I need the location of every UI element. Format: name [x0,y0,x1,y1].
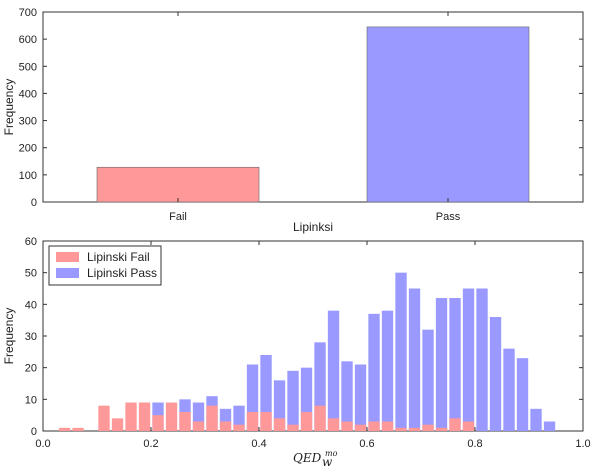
histogram-bar-fail [314,405,326,431]
histogram-bar-fail [192,421,205,431]
histogram-bar-pass [233,405,245,431]
histogram-bar-pass [435,298,448,431]
y-tick-label: 50 [25,268,37,280]
histogram-bar-pass [543,421,556,431]
y-axis-label: Frequency [2,308,16,365]
y-tick-label: 400 [19,88,37,100]
histogram-bar-pass [273,380,286,431]
y-tick-label: 20 [25,363,37,375]
y-tick-label: 500 [19,61,37,73]
histogram-bar-pass [516,358,529,431]
histogram-bar-pass [489,317,502,431]
y-tick-label: 600 [19,34,37,46]
histogram-bar-pass [327,310,340,431]
legend: Lipinski Fail Lipinski Pass [48,245,162,286]
histogram-bar-fail [395,427,407,431]
histogram-bar-pass [476,288,488,431]
histogram-bar-pass [192,402,205,431]
y-tick-label: 200 [19,143,37,155]
histogram-bar-pass [260,355,272,431]
histogram-bar-fail [233,424,245,431]
histogram-bar-fail [98,405,110,431]
histogram-bar-fail [327,418,340,431]
histogram-bar-pass [354,364,367,431]
x-axis-label: Lipinksi [293,220,333,234]
y-tick-label: 40 [25,299,37,311]
y-tick-label: 30 [25,331,37,343]
bar-pass [366,26,530,203]
x-axis-label: QED mo [293,449,338,465]
x-tick-label-pass: Pass [436,211,461,223]
y-tick-label: 0 [31,197,37,209]
x-tick-label: 1.0 [575,438,590,450]
histogram-bar-fail [219,421,232,431]
bar-fail [96,166,260,203]
histogram-bar-fail [206,405,218,431]
histogram-bar-pass [287,370,299,431]
histogram-bar-pass [368,313,380,431]
y-axis-label: Frequency [2,79,16,136]
legend-swatch-lipinski-fail [56,252,79,262]
histogram-bar-fail [449,418,461,431]
y-tick-label: 0 [31,426,37,438]
x-axis-label-sup: mo [325,449,338,458]
x-tick-label: 0.6 [359,438,374,450]
histogram-bar-pass [314,342,326,431]
histogram-bar-pass [381,310,394,431]
histogram-bar-fail [368,421,380,431]
histogram-bar-pass [341,361,353,431]
histogram-bar-fail [422,424,434,431]
x-tick-label: 0.8 [467,438,482,450]
histogram-bar-fail [179,412,191,431]
x-tick-label: 0.4 [251,438,266,450]
x-tick-label: 0.2 [143,438,158,450]
histogram-bar-pass [395,272,407,431]
histogram-bar-fail [354,424,367,431]
histogram-bar-fail [435,427,448,431]
x-axis-label-sub: w [322,455,333,469]
y-tick-label: 100 [19,170,37,182]
histogram-bar-fail [138,402,151,431]
y-tick-label: 10 [25,394,37,406]
y-tick-label: 700 [19,7,37,19]
histogram-bar-fail [72,427,84,431]
histogram-bar-fail [287,424,299,431]
histogram-bar-pass [219,408,232,431]
histogram-bar-fail [58,427,71,431]
histogram-bar-pass [300,367,313,431]
legend-label-lipinski-pass: Lipinski Pass [87,266,157,280]
legend-label-lipinski-fail: Lipinski Fail [87,250,150,264]
histogram-bar-pass [449,298,461,431]
histogram-bar-fail [408,427,421,431]
histogram-bar-fail [260,412,272,431]
histogram-bar-fail [273,418,286,431]
histogram-bar-fail [246,412,259,431]
histogram-bar-fail [462,421,475,431]
lipinski-bar-chart: 0 100 200 300 400 500 600 700 Fail Pass Lipinksi… [2,7,584,234]
histogram-bar-pass [246,364,259,431]
x-axis-label-base: QED [293,451,322,465]
histogram-bar-fail [381,421,394,431]
histogram-bar-fail [341,421,353,431]
histogram-bar-pass [503,348,515,431]
histogram-bar-fail [300,412,313,431]
y-tick-label: 60 [25,236,37,248]
histogram-bar-pass [530,408,542,431]
y-tick-label: 300 [19,116,37,128]
x-tick-label-fail: Fail [169,211,187,223]
plot-area-frame [42,11,584,203]
histogram-bar-pass [408,288,421,431]
histogram-bar-fail [111,418,124,431]
histogram-bar-fail [125,402,137,431]
histogram-bar-pass [462,288,475,431]
x-tick-label: 0.0 [35,438,50,450]
legend-swatch-lipinski-pass [56,268,79,278]
histogram-bar-fail [152,415,164,431]
histogram-bar-pass [422,329,434,431]
histogram-bar-fail [165,402,178,431]
